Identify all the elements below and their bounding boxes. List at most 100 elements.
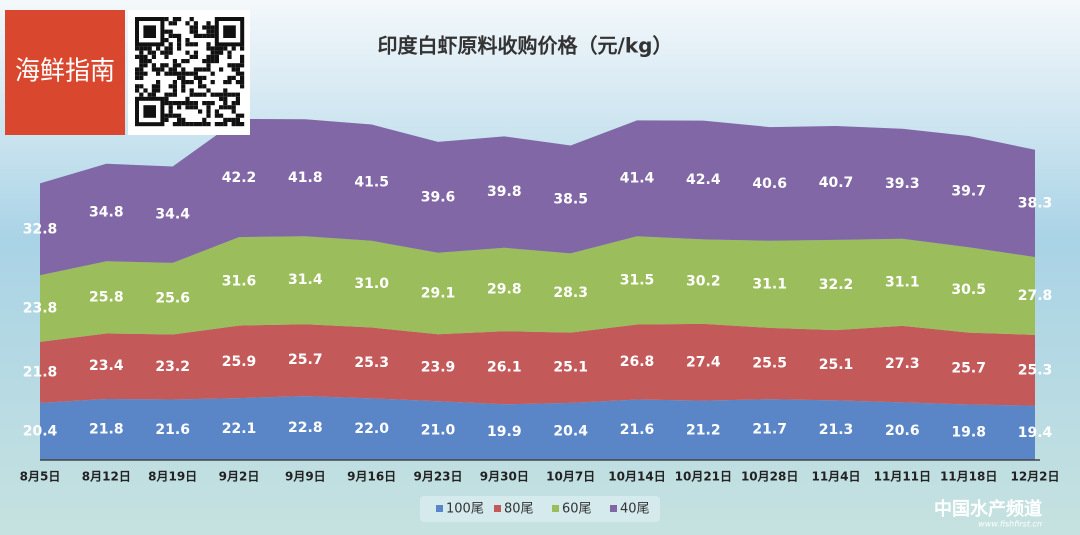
data-label: 25.3: [354, 355, 389, 371]
qr-cell: [198, 33, 203, 38]
qr-cell: [193, 21, 198, 26]
qr-cell: [139, 54, 144, 59]
qr-cell: [206, 59, 211, 64]
data-label: 30.5: [951, 282, 986, 298]
qr-cell: [172, 84, 177, 89]
qr-cell: [219, 92, 224, 97]
x-tick-label: 9月23日: [413, 470, 462, 484]
qr-cell: [139, 59, 144, 64]
qr-cell: [219, 96, 224, 101]
qr-cell: [181, 84, 186, 89]
data-label: 31.1: [885, 274, 920, 290]
legend-label: 60尾: [562, 502, 592, 517]
data-label: 28.3: [553, 285, 588, 301]
data-label: 31.4: [288, 272, 323, 288]
qr-cell: [202, 101, 207, 106]
qr-cell: [193, 50, 198, 55]
qr-cell: [143, 59, 148, 64]
data-label: 20.4: [553, 423, 588, 439]
qr-cell: [223, 92, 228, 97]
qr-cell: [181, 122, 186, 127]
data-label: 21.3: [819, 422, 854, 438]
qr-cell: [164, 117, 169, 122]
qr-cell: [240, 71, 245, 76]
qr-cell: [168, 109, 173, 114]
qr-cell: [164, 38, 169, 43]
qr-cell: [198, 75, 203, 80]
qr-cell: [177, 42, 182, 47]
qr-cell: [139, 63, 144, 68]
qr-cell: [172, 122, 177, 127]
qr-cell: [177, 117, 182, 122]
qr-cell: [135, 46, 140, 51]
qr-cell: [185, 21, 190, 26]
qr-cell: [235, 67, 240, 72]
qr-cell: [177, 46, 182, 51]
qr-cell: [160, 63, 165, 68]
qr-cell: [143, 54, 148, 59]
qr-cell: [168, 113, 173, 118]
qr-cell: [231, 92, 236, 97]
qr-cell: [223, 96, 228, 101]
qr-cell: [206, 105, 211, 110]
qr-finder: [223, 25, 236, 38]
qr-cell: [143, 46, 148, 51]
qr-cell: [156, 80, 161, 85]
qr-cell: [147, 59, 152, 64]
x-tick-label: 8月12日: [82, 470, 131, 484]
qr-cell: [177, 33, 182, 38]
qr-cell: [210, 29, 215, 34]
qr-cell: [206, 21, 211, 26]
qr-cell: [143, 63, 148, 68]
qr-cell: [164, 101, 169, 106]
legend: 100尾 80尾 60尾 40尾: [420, 496, 660, 522]
qr-cell: [181, 71, 186, 76]
qr-cell: [189, 88, 194, 93]
qr-finder: [214, 17, 245, 47]
qr-cell: [172, 88, 177, 93]
qr-cell: [206, 25, 211, 30]
qr-cell: [210, 59, 215, 64]
qr-cell: [206, 46, 211, 51]
qr-cell: [172, 21, 177, 26]
qr-cell: [206, 67, 211, 72]
qr-cell: [156, 67, 161, 72]
area: [40, 236, 1035, 342]
data-label: 21.8: [23, 364, 58, 380]
data-label: 21.2: [686, 422, 721, 438]
qr-cell: [231, 122, 236, 127]
qr-cell: [223, 46, 228, 51]
qr-cell: [214, 46, 219, 51]
qr-cell: [151, 50, 156, 55]
x-tick-label: 9月16日: [347, 470, 396, 484]
data-label: 21.8: [89, 421, 124, 437]
qr-cell: [235, 63, 240, 68]
data-label: 25.3: [1018, 362, 1053, 378]
data-label: 20.6: [885, 423, 920, 439]
qr-cell: [181, 101, 186, 106]
qr-cell: [135, 67, 140, 72]
qr-cell: [193, 29, 198, 34]
qr-cell: [206, 113, 211, 118]
qr-cell: [189, 101, 194, 106]
qr-cell: [198, 122, 203, 127]
qr-cell: [240, 122, 245, 127]
legend-box: [420, 496, 660, 522]
qr-cell: [181, 117, 186, 122]
data-label: 31.6: [222, 273, 257, 289]
qr-cell: [151, 84, 156, 89]
qr-cell: [177, 63, 182, 68]
qr-cell: [231, 101, 236, 106]
data-label: 30.2: [686, 274, 721, 290]
area: [40, 118, 1035, 276]
x-tick-label: 9月9日: [285, 470, 326, 484]
qr-cell: [219, 46, 224, 51]
qr-cell: [172, 71, 177, 76]
qr-cell: [235, 71, 240, 76]
qr-cell: [214, 122, 219, 127]
qr-cell: [231, 75, 236, 80]
qr-cell: [235, 92, 240, 97]
qr-cell: [168, 46, 173, 51]
qr-cell: [139, 71, 144, 76]
qr-cell: [160, 50, 165, 55]
